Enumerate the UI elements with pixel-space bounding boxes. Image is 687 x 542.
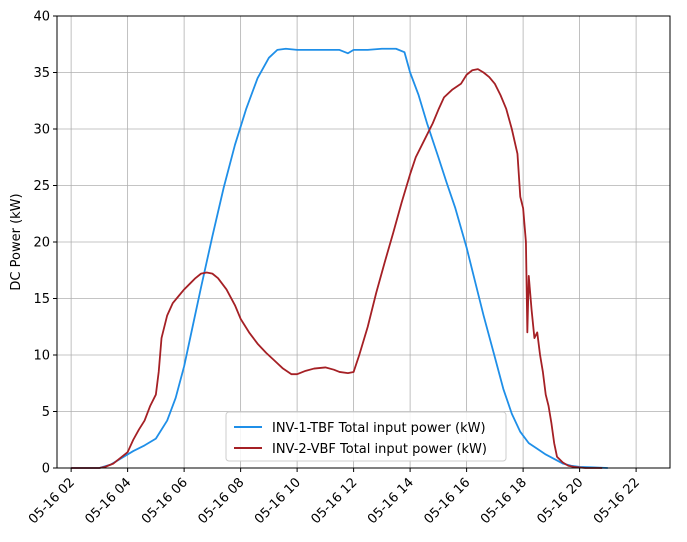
y-tick-label: 30 [33, 123, 50, 138]
y-tick-label: 15 [33, 292, 50, 307]
y-tick-label: 35 [33, 66, 50, 81]
series-line-1 [71, 47, 608, 469]
y-tick-label: 0 [42, 462, 50, 477]
legend: INV-1-TBF Total input power (kW) INV-2-V… [225, 411, 507, 462]
y-tick-label: 20 [33, 236, 50, 251]
y-axis-label: DC Power (kW) [9, 193, 24, 290]
y-tick-label: 5 [42, 405, 50, 420]
y-tick-label: 25 [33, 179, 50, 194]
series-line-2 [71, 68, 603, 469]
series-lines [71, 47, 608, 469]
y-tick-label: 10 [33, 349, 50, 364]
legend-box [225, 411, 507, 462]
legend-label-inv1: INV-1-TBF Total input power (kW) [272, 421, 486, 436]
legend-label-inv2: INV-2-VBF Total input power (kW) [272, 442, 487, 457]
y-tick-label: 40 [33, 10, 50, 25]
